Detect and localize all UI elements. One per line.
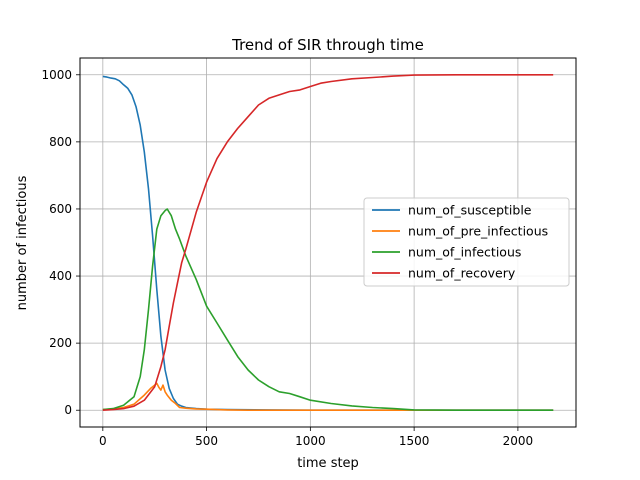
x-tick-label: 2000 — [503, 434, 534, 448]
x-axis: 0 500 1000 1500 2000 — [99, 427, 533, 448]
y-tick-label: 600 — [49, 202, 72, 216]
y-tick-label: 0 — [64, 403, 72, 417]
y-tick-label: 800 — [49, 135, 72, 149]
x-tick-label: 1500 — [399, 434, 430, 448]
x-tick-label: 500 — [195, 434, 218, 448]
x-axis-label: time step — [297, 456, 359, 471]
legend-entry-label: num_of_susceptible — [408, 203, 532, 218]
series-line-num_of_recovery — [102, 74, 554, 411]
series-line-num_of_pre_infectious — [102, 382, 554, 412]
legend-entry-label: num_of_infectious — [408, 245, 521, 260]
x-tick-label: 1000 — [295, 434, 326, 448]
y-axis-label: number of infectious — [15, 175, 30, 310]
y-tick-label: 1000 — [41, 68, 72, 82]
legend-box — [363, 197, 570, 287]
legend: num_of_susceptible num_of_pre_infectiousn… — [363, 197, 570, 287]
legend-entry-label: num_of_pre_infectious — [408, 224, 548, 239]
series-lines — [102, 74, 554, 412]
y-tick-label: 400 — [49, 269, 72, 283]
series-line-num_of_infectious — [102, 208, 554, 412]
x-tick-label: 0 — [99, 434, 107, 448]
y-axis: 0 200 400 600 800 1000 — [41, 68, 80, 417]
chart-title: Trend of SIR through time — [231, 36, 424, 54]
y-tick-label: 200 — [49, 336, 72, 350]
plot-frame — [79, 57, 577, 428]
legend-entry-label: num_of_recovery — [408, 266, 516, 281]
